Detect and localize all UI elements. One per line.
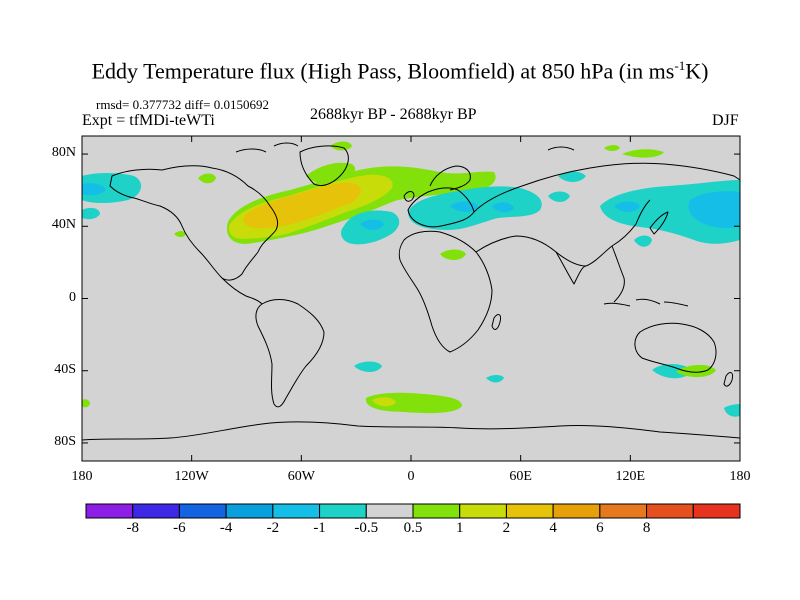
coast-indonesia [603,298,689,307]
west-pacific-blue [688,191,740,229]
siberia-cyan [558,171,586,182]
colorbar-box [599,503,648,519]
colorbar-box [692,503,741,519]
period-label: 2688kyr BP - 2688kyr BP [310,106,477,123]
coast-madagascar [491,314,501,330]
north-atlantic-green-north [306,162,356,183]
atlantic-blue [360,219,384,230]
x-tick-label: 0 [407,469,415,484]
north-atlantic-orange-2 [318,186,359,207]
central-pacific-green [174,231,186,237]
y-tick-label: 80S [54,433,76,449]
x-tick-label: 120E [615,469,646,484]
coast-south-america [255,299,325,408]
colorbar-box [178,503,227,519]
colorbar-box [365,503,414,519]
colorbar-label: 4 [549,520,557,536]
coast-india [555,251,587,285]
colorbar-label: -4 [219,520,233,536]
caspian-cyan [548,191,570,202]
colorbar [85,503,741,519]
colorbar-box [225,503,274,519]
se-pacific-green [82,399,90,408]
europe-blue-2 [492,202,514,213]
greenland-green [330,141,352,151]
anomaly-layer [82,141,740,417]
australia-south-cyan [652,364,692,379]
y-tick-label: 0 [69,289,76,305]
coast-greenland [299,145,349,187]
alaska-blue [82,183,106,196]
coast-central-america [221,277,263,305]
colorbar-label: 6 [596,520,604,536]
colorbar-box [85,503,134,519]
season-label: DJF [712,112,739,129]
x-tick-label: 60W [287,469,315,484]
colorbar-box [505,503,554,519]
sw-pacific-cyan [724,404,740,417]
colorbar-label: 2 [502,520,511,536]
experiment-label: Expt = tfMDi-teWTi [82,112,215,129]
coast-australia [634,322,717,373]
coastlines [82,142,740,441]
hudson-green [198,173,216,184]
coast-arctic-islands [235,142,575,153]
south-atlantic-cyan [486,375,504,383]
y-tick-label: 40N [51,217,76,233]
colorbar-box [132,503,180,519]
y-tick-label: 80N [51,145,76,161]
colorbar-box [459,503,507,519]
colorbar-label: -6 [173,520,186,536]
colorbar-label: 0.5 [403,520,423,536]
coast-north-america [109,165,279,281]
colorbar-label: 8 [642,520,651,536]
south-indian-cyan [354,361,382,372]
arctic-green-2 [604,145,620,151]
colorbar-box [412,503,461,519]
colorbar-label: -1 [313,520,326,536]
axis-ticks [81,136,741,461]
mideast-green [440,249,466,260]
colorbar-box [319,503,367,519]
australia-south-green [676,364,716,378]
bering-cyan [82,207,100,220]
southern-ocean-yellow [372,397,396,407]
colorbar-label: 1 [455,520,464,536]
stats-label: rmsd= 0.377732 diff= 0.0150692 [96,97,269,112]
colorbar-box [646,503,694,519]
arctic-green [622,149,664,158]
plot-title: Eddy Temperature flux (High Pass, Bloomf… [91,58,709,84]
colorbar-box [552,503,601,519]
x-tick-label: 120W [174,469,209,484]
colorbar-label: -0.5 [354,520,379,536]
japan-cyan [634,235,652,247]
southern-ocean-green [365,392,462,414]
x-tick-label: 180 [729,469,751,484]
colorbar-box [272,503,321,519]
coast-africa [398,230,493,353]
x-tick-label: 60E [509,469,532,484]
coast-se-asia [611,245,625,303]
coast-antarctica [82,421,740,441]
west-pacific-blue-2 [614,201,640,212]
coast-new-zealand [723,372,733,387]
coast-scandinavia [429,165,471,191]
x-tick-label: 180 [71,469,93,484]
coast-japan [649,211,669,235]
colorbar-label: -8 [126,520,139,536]
y-tick-label: 40S [54,361,76,377]
colorbar-label: -2 [266,520,280,536]
coast-uk [403,191,415,202]
